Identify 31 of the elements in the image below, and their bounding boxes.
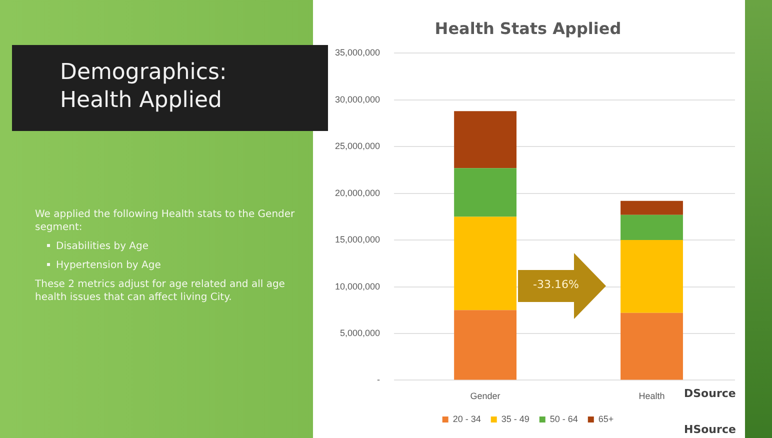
bar: [454, 216, 516, 310]
y-tick-label: 20,000,000: [334, 188, 380, 198]
x-tick-label: Health: [638, 391, 665, 402]
text: Hypertension by Age: [35, 259, 305, 272]
y-tick-label: 25,000,000: [334, 141, 380, 152]
text: Demographics: Health Applied: [12, 45, 328, 131]
bar: [620, 214, 683, 240]
legend-label: 35 - 49: [501, 414, 530, 424]
text: Disabilities by Age: [35, 240, 305, 253]
bar: [620, 200, 683, 215]
text: We applied the following Health stats to the Gender segment:: [35, 208, 296, 234]
x-tick-label: Gender: [470, 391, 500, 402]
annotation: -33.16%: [532, 278, 580, 291]
text: These 2 metrics adjust for age related and all age health issues that can affect living City.: [35, 278, 286, 304]
bar: [620, 312, 683, 380]
y-tick-label: 10,000,000: [334, 281, 380, 292]
bar: [454, 310, 516, 380]
text: DSource: [684, 387, 736, 400]
y-tick-label: 5,000,000: [340, 328, 380, 338]
bar: [454, 111, 516, 168]
legend-label: 50 - 64: [550, 414, 578, 424]
y-tick-label: -: [377, 374, 380, 385]
legend-label: 65+: [598, 414, 614, 424]
legend-label: 20 - 34: [452, 414, 481, 424]
chart-title: Health Stats Applied: [434, 18, 622, 38]
bar: [454, 168, 516, 217]
bar: [620, 240, 683, 313]
y-tick-label: 35,000,000: [334, 48, 380, 58]
y-tick-label: 30,000,000: [334, 94, 380, 104]
text: HSource: [684, 423, 736, 436]
y-tick-label: 15,000,000: [334, 234, 380, 245]
